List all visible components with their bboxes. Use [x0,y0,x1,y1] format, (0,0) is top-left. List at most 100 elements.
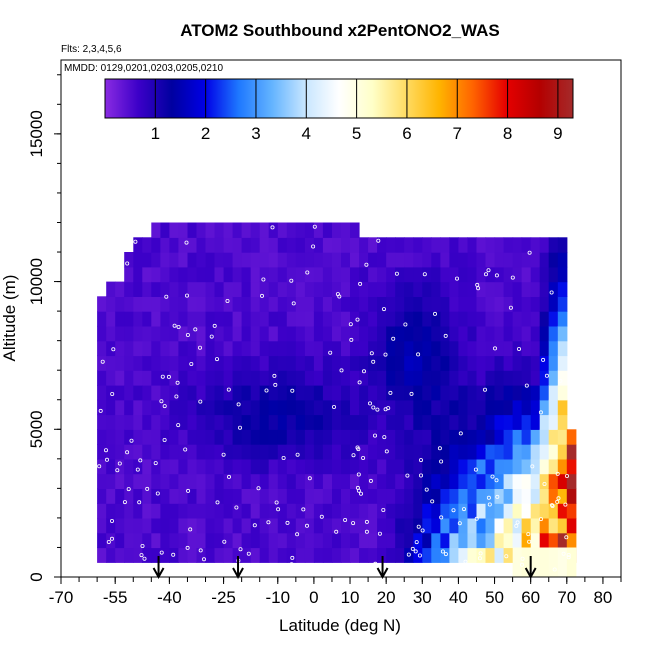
sample-point [388,390,393,395]
heatmap-cell [413,458,423,475]
heatmap-cell [115,311,125,327]
heatmap-cell [494,340,505,357]
heatmap-cell [404,325,414,342]
heatmap-cell [539,473,550,489]
heatmap-cell [259,325,270,342]
heatmap-cell [322,266,333,283]
heatmap-cell [422,488,432,504]
heatmap-cell [431,429,441,445]
heatmap-cell [485,488,496,504]
heatmap-cell [178,532,188,549]
heatmap-cell [232,311,243,327]
heatmap-cell [169,281,179,297]
heatmap-cell [350,503,360,519]
sample-point [110,519,115,524]
x-tick-label: 70 [557,588,576,607]
heatmap-cell [313,532,324,549]
heatmap-cell [196,281,207,297]
heatmap-cell [133,547,143,563]
heatmap-cell [286,414,297,430]
heatmap-cell [548,370,559,386]
sample-point [440,549,445,554]
heatmap-cell [467,296,478,312]
heatmap-cell [205,444,216,460]
heatmap-cell [223,237,234,253]
sample-point [160,374,165,379]
sample-point [382,435,387,440]
heatmap-cell [169,340,179,357]
heatmap-cell [151,296,161,312]
heatmap-cell [449,532,459,549]
heatmap-cell [431,458,441,475]
heatmap-cell [277,503,288,519]
heatmap-cell [187,385,198,401]
heatmap-cell [485,429,496,445]
heatmap-cell [214,325,225,342]
sample-point [527,250,532,255]
heatmap-cell [97,340,107,357]
heatmap-cell [142,355,152,371]
heatmap-cell [521,370,532,386]
heatmap-cell [530,266,541,283]
heatmap-cell [566,488,577,504]
heatmap-cell [422,503,432,519]
heatmap-cell [277,281,288,297]
heatmap-cell [467,252,478,268]
heatmap-cell [187,399,198,416]
heatmap-cell [124,325,134,342]
heatmap-cell [277,414,288,430]
heatmap-cell [548,266,559,283]
heatmap-cell [467,355,478,371]
sample-point [527,539,532,544]
heatmap-cell [458,296,468,312]
heatmap-cell [404,370,414,386]
heatmap-cell [124,458,134,475]
heatmap-cell [512,252,523,268]
heatmap-cell [476,340,487,357]
heatmap-cell [205,385,216,401]
heatmap-cell [386,340,396,357]
heatmap-cell [160,325,170,342]
heatmap-cell [250,547,261,563]
sample-point [541,357,546,362]
heatmap-cell [187,340,198,357]
heatmap-cell [97,370,107,386]
heatmap-cell [395,296,405,312]
heatmap-cell [548,281,559,297]
heatmap-cell [133,385,143,401]
heatmap-cell [142,503,152,519]
heatmap-cell [530,340,541,357]
heatmap-cell [359,340,369,357]
heatmap-cell [250,429,261,445]
sample-point [324,566,329,571]
heatmap-cell [341,429,351,445]
heatmap-cell [359,473,369,489]
heatmap-cell [359,355,369,371]
heatmap-cell [530,517,541,534]
sample-point [289,278,294,283]
heatmap-cell [160,281,170,297]
heatmap-cell [494,399,505,416]
heatmap-cell [404,399,414,416]
sample-point [377,531,382,536]
heatmap-cell [521,252,532,268]
sample-point [550,503,555,508]
heatmap-cell [404,473,414,489]
heatmap-cell [395,266,405,283]
sample-point [549,290,554,295]
heatmap-cell [368,444,378,460]
colorbar-tick-label: 3 [251,124,260,143]
heatmap-cell [115,385,125,401]
y-tick-label: 0 [27,572,46,581]
heatmap-cell [250,237,261,253]
heatmap-cell [259,503,270,519]
heatmap-cell [431,473,441,489]
heatmap-cell [313,385,324,401]
heatmap-cell [313,503,324,519]
heatmap-cell [178,237,188,253]
heatmap-cell [268,222,279,238]
heatmap-cell [133,429,143,445]
heatmap-cell [268,311,279,327]
heatmap-cell [341,488,351,504]
heatmap-cell [250,517,261,534]
